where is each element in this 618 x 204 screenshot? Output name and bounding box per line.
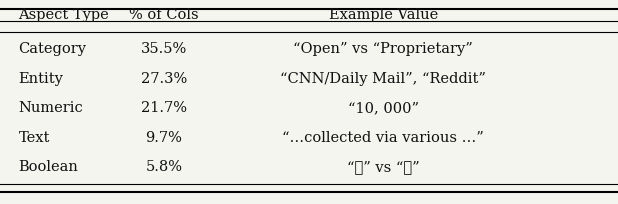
Text: Entity: Entity — [19, 72, 64, 85]
Text: “10, 000”: “10, 000” — [348, 101, 418, 115]
Text: “…collected via various …”: “…collected via various …” — [282, 131, 484, 145]
Text: Boolean: Boolean — [19, 160, 78, 174]
Text: “CNN/Daily Mail”, “Reddit”: “CNN/Daily Mail”, “Reddit” — [280, 72, 486, 85]
Text: Aspect Type: Aspect Type — [19, 8, 109, 22]
Text: “✓” vs “✗”: “✓” vs “✗” — [347, 160, 420, 174]
Text: Text: Text — [19, 131, 50, 145]
Text: 35.5%: 35.5% — [141, 42, 187, 56]
Text: Category: Category — [19, 42, 87, 56]
Text: 9.7%: 9.7% — [145, 131, 182, 145]
Text: Numeric: Numeric — [19, 101, 83, 115]
Text: 21.7%: 21.7% — [141, 101, 187, 115]
Text: “Open” vs “Proprietary”: “Open” vs “Proprietary” — [294, 42, 473, 56]
Text: 5.8%: 5.8% — [145, 160, 182, 174]
Text: 27.3%: 27.3% — [141, 72, 187, 85]
Text: % of Cols: % of Cols — [129, 8, 198, 22]
Text: Example Value: Example Value — [329, 8, 438, 22]
